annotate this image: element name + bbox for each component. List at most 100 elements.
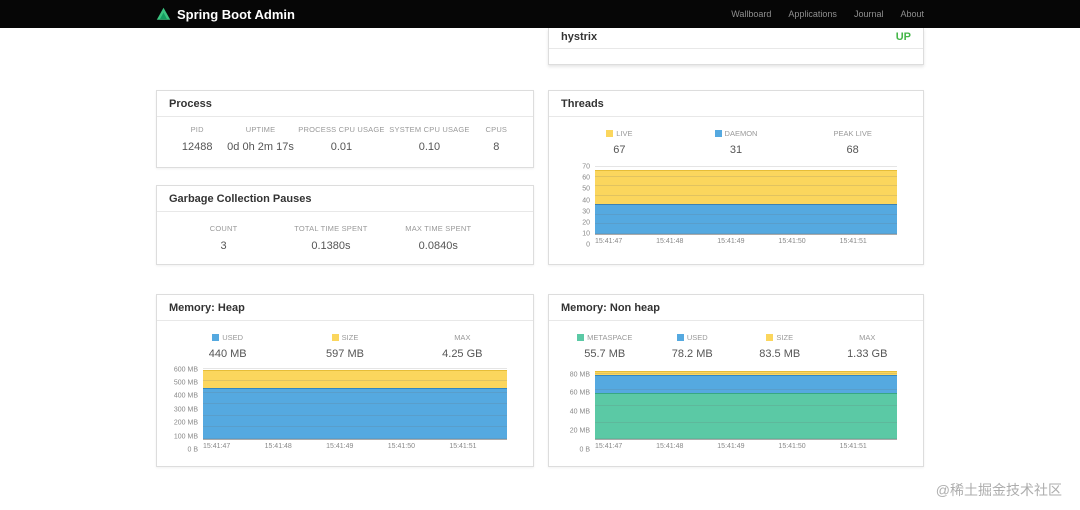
stat-label: SYSTEM CPU USAGE (389, 125, 470, 134)
x-tick-label: 15:41:48 (656, 238, 684, 245)
y-tick-label: 40 (582, 197, 590, 205)
legend-swatch-live (606, 130, 614, 137)
application-name[interactable]: hystrix (561, 31, 598, 43)
memory-nonheap-legend: METASPACE 55.7 MB USED 78.2 MB (561, 321, 911, 360)
legend-value: 1.33 GB (847, 348, 888, 360)
y-tick-label: 10 (582, 230, 590, 238)
memory-nonheap-chart: 0 B 20 MB 40 MB 60 MB 80 MB 15:41:47 15:41:48… (561, 367, 911, 454)
chart-area-daemon (595, 204, 897, 234)
stat-label: TOTAL TIME SPENT (294, 224, 368, 233)
gridline (203, 438, 507, 439)
y-tick-label: 400 MB (173, 392, 198, 400)
y-tick-label: 60 (582, 174, 590, 182)
x-tick-label: 15:41:49 (717, 443, 745, 450)
applications-card-fragment: hystrix UP (548, 28, 924, 65)
process-card-title: Process (157, 91, 533, 117)
x-tick-label: 15:41:47 (203, 443, 231, 450)
nav-link-about[interactable]: About (900, 9, 924, 19)
process-stat-pid: PID 12488 (169, 125, 225, 153)
chart-x-axis: 15:41:47 15:41:48 15:41:49 15:41:50 15:41:51 (595, 235, 897, 245)
gc-pauses-card-title: Garbage Collection Pauses (157, 186, 533, 212)
application-status-badge: UP (895, 31, 911, 43)
legend-label: PEAK LIVE (833, 129, 872, 138)
x-tick-label: 15:41:47 (595, 238, 623, 245)
memory-heap-chart: 0 B 100 MB 200 MB 300 MB 400 MB 500 MB 600 MB … (169, 366, 521, 454)
stat-value: 0.0840s (418, 240, 458, 252)
legend-swatch-size (331, 334, 339, 341)
legend-value: 597 MB (326, 348, 364, 360)
stat-label: UPTIME (245, 125, 276, 134)
y-tick-label: 60 MB (569, 389, 590, 397)
legend-swatch-used (676, 334, 684, 341)
gridline (203, 403, 507, 405)
stat-value: 0.1380s (311, 240, 351, 252)
gridline (595, 223, 897, 225)
chart-area-used (203, 387, 507, 439)
legend-item-max: MAX 1.33 GB (824, 333, 912, 360)
threads-legend: LIVE 67 DAEMON 31 PEAK LIVE (561, 117, 911, 156)
chart-plot-area (203, 367, 507, 440)
gridline (203, 391, 507, 393)
stat-value: 0.10 (418, 141, 441, 153)
legend-value: 78.2 MB (671, 348, 713, 360)
legend-value: 68 (846, 144, 859, 156)
process-stat-process-cpu: PROCESS CPU USAGE 0.01 (296, 125, 388, 153)
gridline (595, 194, 897, 196)
y-tick-label: 500 MB (173, 379, 198, 387)
legend-swatch-daemon (714, 130, 722, 137)
legend-label: USED (222, 333, 244, 342)
memory-heap-card: Memory: Heap USED 440 MB SIZE (156, 294, 534, 467)
process-stat-uptime: UPTIME 0d 0h 2m 17s (225, 125, 295, 153)
stat-label: PROCESS CPU USAGE (298, 125, 385, 134)
chart-y-axis: 0 10 20 30 40 50 60 70 (561, 163, 595, 249)
legend-item-peak-live: PEAK LIVE 68 (794, 129, 911, 156)
brand[interactable]: Spring Boot Admin (156, 7, 295, 22)
gridline (203, 379, 507, 381)
y-tick-label: 20 (582, 219, 590, 227)
stat-value: 8 (493, 141, 500, 153)
navbar: Spring Boot Admin Wallboard Applications… (0, 0, 1080, 28)
gridline (595, 175, 897, 177)
stat-value: 12488 (181, 141, 213, 153)
y-tick-label: 200 MB (173, 419, 198, 427)
gridline (595, 185, 897, 187)
y-tick-label: 20 MB (569, 427, 590, 435)
application-row[interactable]: hystrix UP (549, 28, 923, 49)
gridline (595, 213, 897, 215)
legend-item-daemon: DAEMON 31 (678, 129, 795, 156)
watermark: @稀土掘金技术社区 (935, 482, 1062, 498)
nav-link-wallboard[interactable]: Wallboard (731, 9, 772, 19)
gc-stat-total-time: TOTAL TIME SPENT 0.1380s (278, 224, 384, 252)
process-stat-cpus: CPUS 8 (472, 125, 521, 153)
y-tick-label: 50 (582, 185, 590, 193)
gridline (595, 165, 897, 167)
y-tick-label: 0 (586, 241, 590, 249)
nav-link-journal[interactable]: Journal (853, 9, 884, 19)
x-tick-label: 15:41:50 (778, 443, 806, 450)
x-tick-label: 15:41:48 (264, 443, 292, 450)
gridline (203, 414, 507, 416)
gridline (595, 233, 897, 234)
legend-label: USED (686, 333, 708, 342)
memory-heap-card-title: Memory: Heap (157, 295, 533, 321)
y-tick-label: 30 (582, 208, 590, 216)
stat-label: COUNT (209, 224, 238, 233)
legend-value: 55.7 MB (584, 348, 626, 360)
legend-label: METASPACE (587, 333, 633, 342)
legend-item-size: SIZE 597 MB (286, 333, 403, 360)
memory-heap-card-body: USED 440 MB SIZE 597 MB MAX (157, 321, 533, 458)
gridline (595, 204, 897, 206)
y-tick-label: 70 (582, 163, 590, 171)
nav-links: Wallboard Applications Journal About (731, 9, 924, 19)
brand-label: Spring Boot Admin (177, 6, 295, 22)
stat-value: 3 (220, 240, 227, 252)
y-tick-label: 300 MB (173, 406, 198, 414)
legend-value: 67 (613, 144, 626, 156)
process-stats-row: PID 12488 UPTIME 0d 0h 2m 17s PROCESS CP… (169, 125, 521, 153)
y-tick-label: 600 MB (173, 366, 198, 374)
nav-link-applications[interactable]: Applications (788, 9, 837, 19)
threads-card-body: LIVE 67 DAEMON 31 PEAK LIVE (549, 117, 923, 253)
legend-value: 83.5 MB (759, 348, 801, 360)
right-column: Threads LIVE 67 DAEMON (548, 90, 924, 467)
threads-chart: 0 10 20 30 40 50 60 70 15:41:47 15:41:48 15:41:49… (561, 163, 911, 249)
